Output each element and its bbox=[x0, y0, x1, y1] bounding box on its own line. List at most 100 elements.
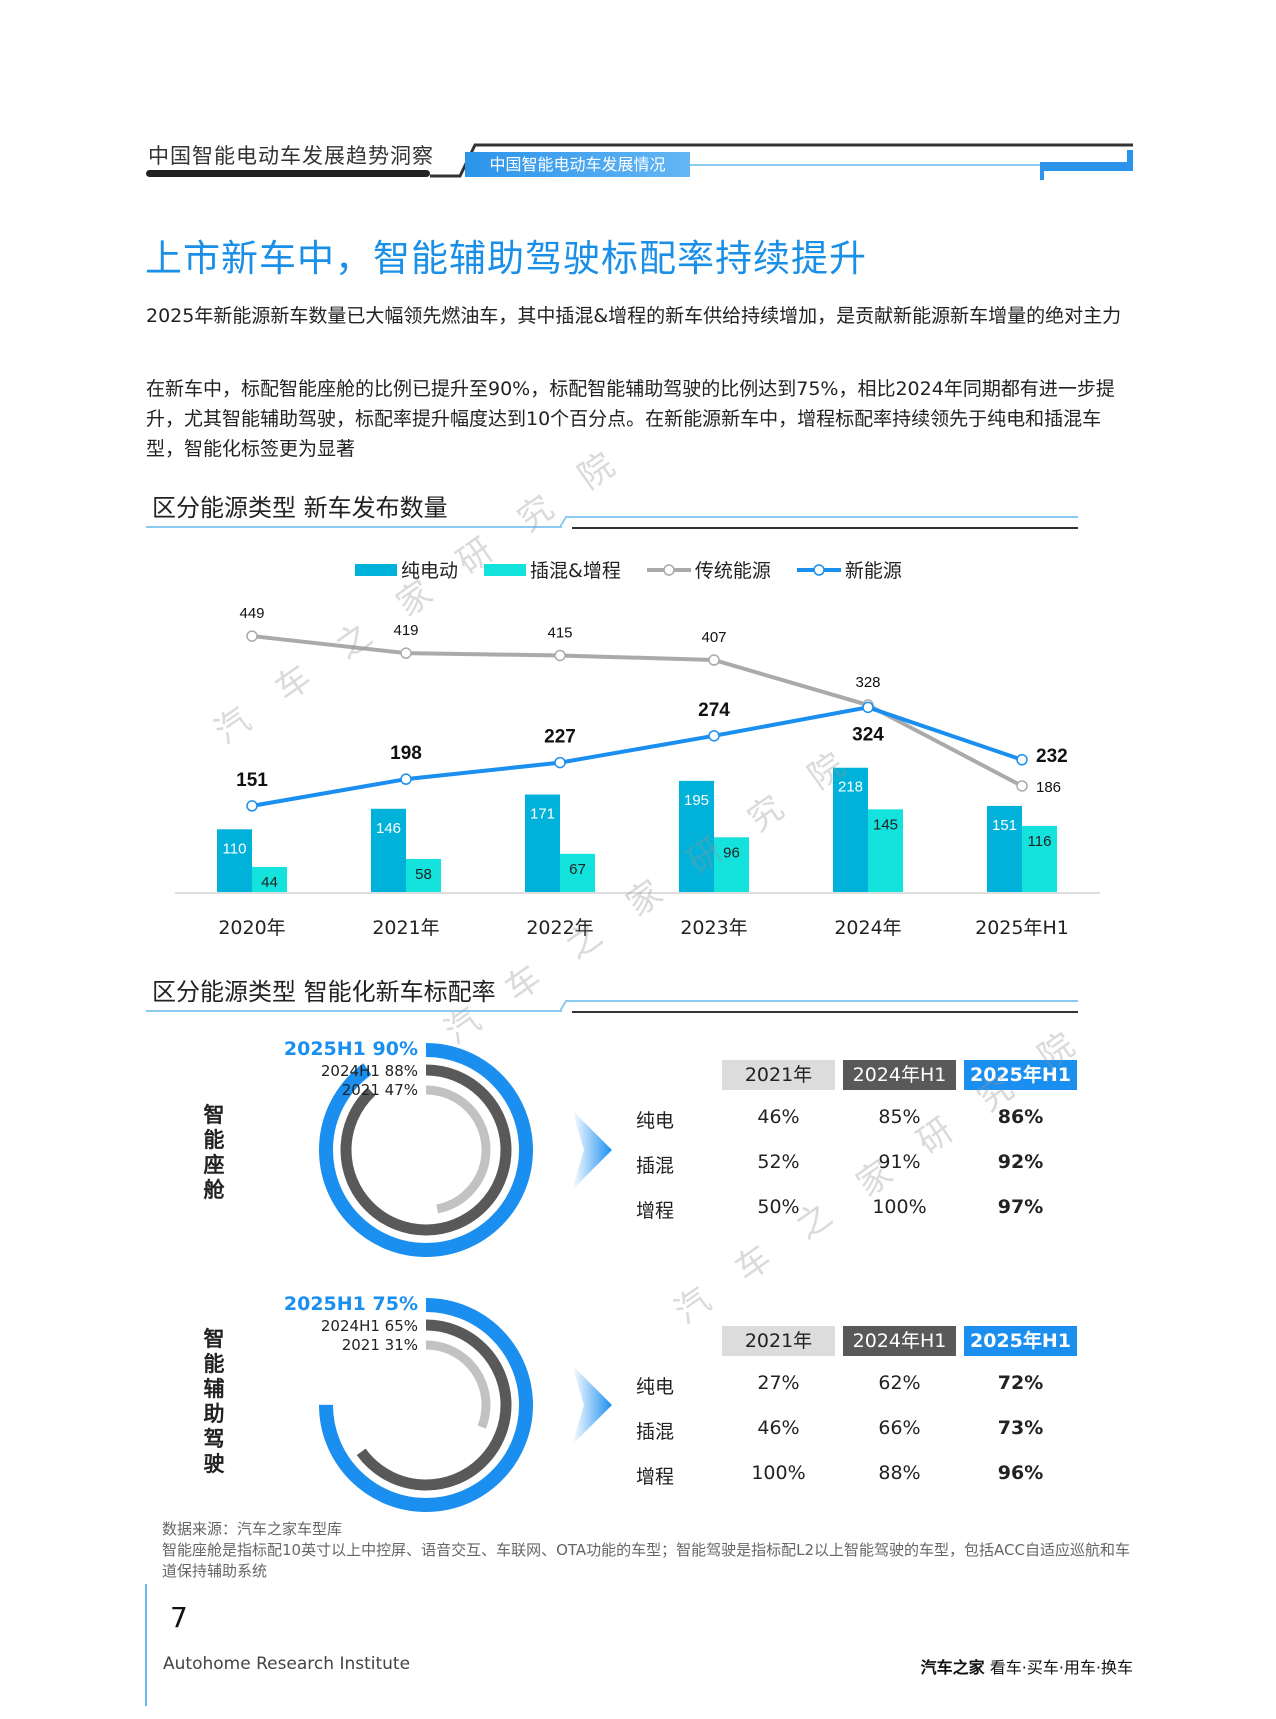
table-cell: 66% bbox=[878, 1417, 921, 1439]
page-title: 上市新车中，智能辅助驾驶标配率持续提升 bbox=[145, 237, 867, 280]
category-label: 2022年 bbox=[526, 917, 594, 939]
bar-label-pure-ev: 151 bbox=[992, 817, 1017, 834]
ring-arc bbox=[361, 1085, 491, 1215]
line-new-energy bbox=[251, 705, 1023, 808]
category-label: 2020年 bbox=[218, 917, 286, 939]
category-label: 2024年 bbox=[834, 917, 902, 939]
legend-label: 新能源 bbox=[844, 560, 902, 582]
legend-label: 传统能源 bbox=[694, 560, 771, 582]
section1-deco bbox=[560, 516, 1078, 529]
ring-label: 2024H1 88% bbox=[320, 1062, 418, 1080]
ring-label: 2021 47% bbox=[341, 1081, 418, 1099]
category-label: 2023年 bbox=[680, 917, 748, 939]
section-tab[interactable]: 中国智能电动车发展情况 bbox=[465, 152, 690, 177]
footer-brand: 汽车之家 看车·买车·用车·换车 bbox=[921, 1654, 1133, 1678]
label-new-energy: 232 bbox=[1036, 746, 1068, 767]
legend-phev: 插混&增程 bbox=[484, 556, 621, 583]
legend-swatch bbox=[484, 563, 527, 576]
table-header: 2025年H1 bbox=[964, 1060, 1077, 1090]
institute-name: Autohome Research Institute bbox=[163, 1654, 411, 1674]
table-cell: 85% bbox=[878, 1106, 921, 1128]
bar-phev bbox=[714, 837, 749, 892]
bar-pure-ev bbox=[217, 829, 252, 892]
table-cell: 27% bbox=[757, 1372, 800, 1394]
ring-arc bbox=[340, 1319, 512, 1491]
label-traditional: 415 bbox=[547, 624, 572, 641]
bar-pure-ev bbox=[833, 767, 868, 892]
bar-label-phev: 116 bbox=[1028, 833, 1052, 850]
line-point bbox=[708, 730, 720, 742]
footnotes: 数据来源：汽车之家车型库 智能座舱是指标配10英寸以上中控屏、语音交互、车联网、… bbox=[162, 1519, 1142, 1582]
line-point bbox=[1016, 780, 1028, 792]
section2-title: 区分能源类型 智能化新车标配率 bbox=[152, 978, 496, 1006]
ring-label: 2025H1 90% bbox=[283, 1038, 418, 1060]
ring-arc bbox=[361, 1340, 491, 1470]
data-source: 数据来源：汽车之家车型库 bbox=[162, 1520, 343, 1538]
section2-deco bbox=[560, 1000, 1078, 1013]
ring-arc bbox=[319, 1298, 533, 1512]
table-header: 2025年H1 bbox=[964, 1326, 1077, 1356]
label-traditional: 328 bbox=[855, 674, 880, 691]
legend-pure-ev: 纯电动 bbox=[355, 556, 458, 583]
section1-title: 区分能源类型 新车发布数量 bbox=[152, 494, 448, 522]
definition-note: 智能座舱是指标配10英寸以上中控屏、语音交互、车联网、OTA功能的车型；智能驾驶… bbox=[162, 1541, 1131, 1580]
bar-pure-ev bbox=[679, 780, 714, 892]
bar-label-pure-ev: 171 bbox=[530, 806, 555, 823]
bar-phev bbox=[252, 866, 287, 892]
page-number: 7 bbox=[170, 1601, 188, 1634]
bar-phev bbox=[560, 853, 595, 892]
line-point bbox=[400, 773, 412, 785]
ring-arc bbox=[319, 1043, 533, 1257]
table-cell: 86% bbox=[997, 1106, 1044, 1128]
section2-line bbox=[146, 1010, 562, 1012]
bar-label-phev: 67 bbox=[569, 861, 586, 878]
legend-line-marker bbox=[646, 563, 691, 576]
brand-slogan: 看车·买车·用车·换车 bbox=[989, 1658, 1133, 1677]
bar-label-phev: 58 bbox=[415, 866, 432, 883]
table-cell: 88% bbox=[878, 1462, 921, 1484]
bar-pure-ev bbox=[371, 808, 406, 892]
ring-label: 2021 31% bbox=[341, 1336, 418, 1354]
arrow-icon bbox=[572, 1110, 612, 1190]
table-header: 2024年H1 bbox=[843, 1060, 956, 1090]
bar-phev bbox=[1022, 825, 1057, 892]
table-cell: 91% bbox=[878, 1151, 921, 1173]
legend-label: 插混&增程 bbox=[530, 560, 621, 582]
table-cell: 92% bbox=[997, 1151, 1044, 1173]
bar-label-pure-ev: 218 bbox=[838, 779, 863, 796]
section1-line bbox=[146, 526, 562, 528]
row-label: 纯电 bbox=[636, 1110, 675, 1132]
bar-phev bbox=[406, 858, 441, 892]
line-point bbox=[1016, 754, 1028, 766]
table-cell: 97% bbox=[997, 1196, 1044, 1218]
paragraph-1: 2025年新能源新车数量已大幅领先燃油车，其中插混&增程的新车供给持续增加，是贡… bbox=[146, 305, 1122, 327]
row-label: 增程 bbox=[636, 1466, 675, 1488]
bar-pure-ev bbox=[525, 794, 560, 892]
footer-accent-line bbox=[145, 1584, 147, 1706]
ring-chart bbox=[319, 1043, 533, 1257]
bar-label-phev: 96 bbox=[723, 844, 740, 861]
row-label: 纯电 bbox=[636, 1376, 675, 1398]
row-label: 插混 bbox=[636, 1155, 675, 1177]
row-label: 增程 bbox=[636, 1200, 675, 1222]
table-header: 2021年 bbox=[722, 1326, 835, 1356]
ring-arc bbox=[340, 1064, 512, 1236]
legend-line-marker bbox=[796, 563, 841, 576]
category-label: 2025年H1 bbox=[975, 917, 1069, 939]
table-cell: 46% bbox=[757, 1417, 800, 1439]
label-new-energy: 274 bbox=[698, 700, 730, 721]
table-cell: 96% bbox=[997, 1462, 1044, 1484]
category-label: 2021年 bbox=[372, 917, 440, 939]
line-point bbox=[246, 800, 258, 812]
table-cell: 52% bbox=[757, 1151, 800, 1173]
table-cell: 46% bbox=[757, 1106, 800, 1128]
bar-label-pure-ev: 146 bbox=[376, 820, 401, 837]
label-new-energy: 198 bbox=[390, 743, 422, 764]
bar-label-phev: 44 bbox=[261, 874, 278, 891]
table-cell: 62% bbox=[878, 1372, 921, 1394]
legend-traditional: 传统能源 bbox=[646, 556, 771, 583]
bar-label-pure-ev: 195 bbox=[684, 792, 709, 809]
legend-swatch bbox=[355, 563, 397, 576]
ring-chart bbox=[319, 1298, 533, 1512]
watermark: 汽车之家研究院 bbox=[207, 422, 655, 753]
